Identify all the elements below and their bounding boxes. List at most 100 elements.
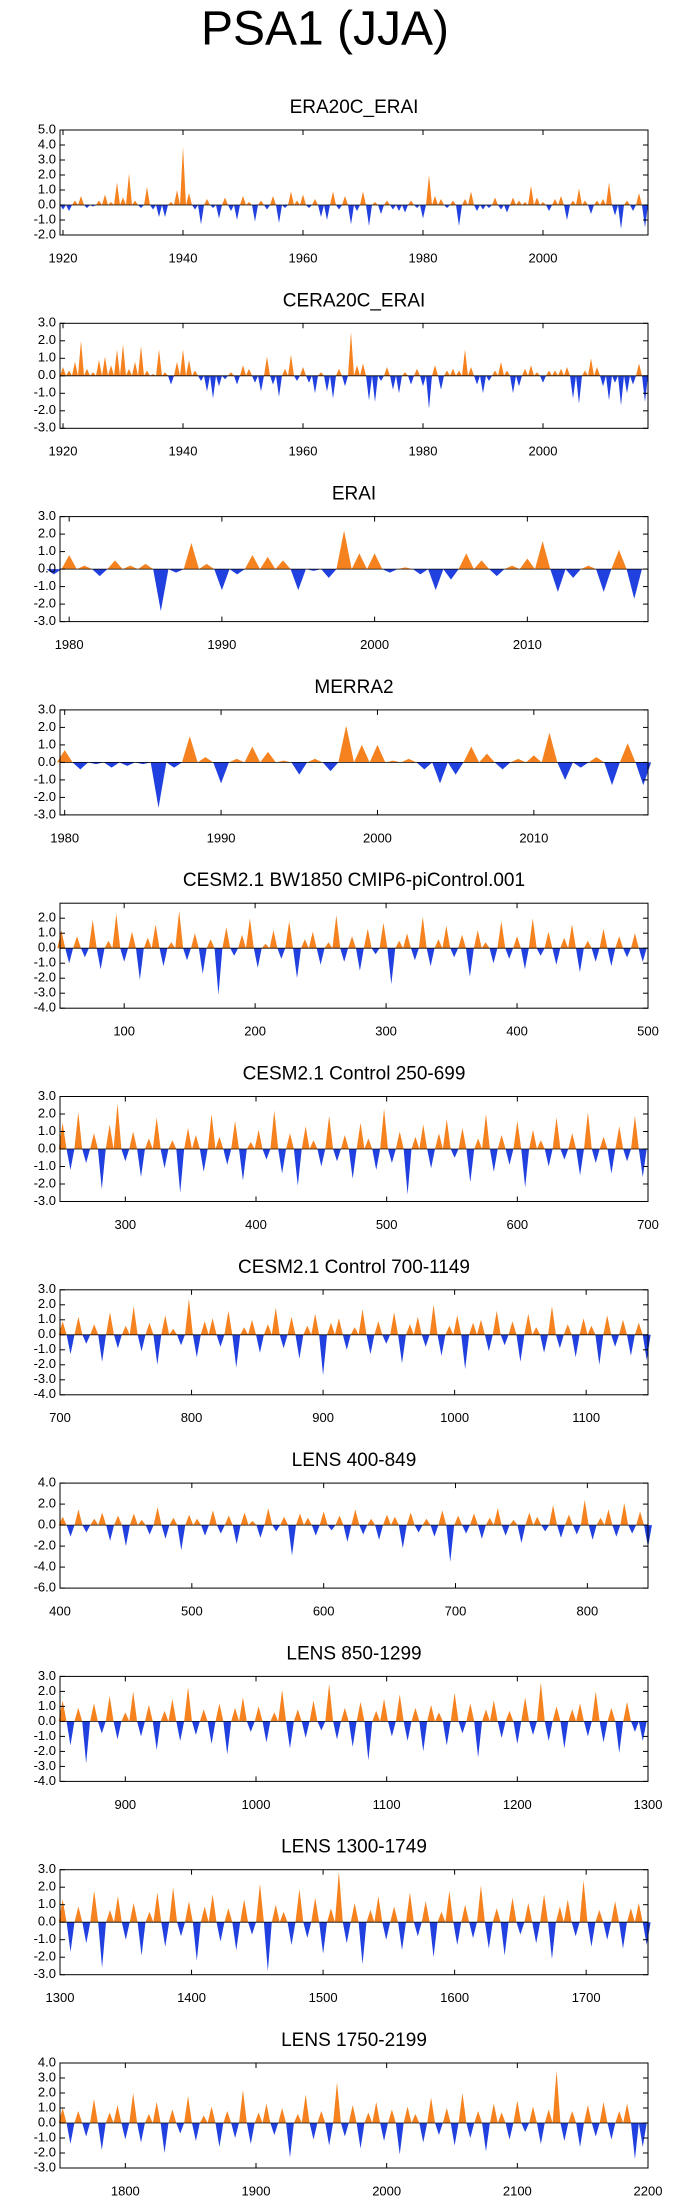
anomaly-spike [444,370,450,376]
anomaly-spike [540,375,546,383]
anomaly-spike [606,182,612,205]
anomaly-spike [469,1922,477,1938]
anomaly-spike [607,1707,616,1722]
anomaly-spike [630,205,636,211]
anomaly-spike [356,1122,365,1149]
anomaly-spike [426,948,435,967]
anomaly-spike [191,1721,200,1735]
anomaly-spike [114,1515,122,1526]
anomaly-spike [546,370,552,376]
plot-frame [59,902,649,1009]
anomaly-spike [437,1334,446,1356]
x-tick-label: 1300 [634,1797,663,1812]
anomaly-spike [295,1888,304,1923]
anomaly-spike [351,553,367,570]
anomaly-spike [208,1318,217,1335]
anomaly-spike [340,948,349,962]
x-tick-label: 300 [114,1217,136,1232]
anomaly-spike [465,948,474,977]
anomaly-spike [528,365,534,376]
anomaly-spike [500,1922,509,1956]
x-tick-label: 2010 [519,830,548,845]
y-tick-label: 3.0 [38,1088,56,1103]
anomaly-spike [208,1894,217,1923]
y-tick-label: -2.0 [34,970,56,985]
anomaly-spike [144,370,150,376]
anomaly-spike [308,931,317,949]
y-tick-label: 1.0 [38,543,56,558]
anomaly-spike [536,1140,545,1149]
anomaly-spike [317,1149,326,1167]
y-tick-label: 2.0 [38,1496,56,1511]
anomaly-spike [305,569,322,571]
anomaly-spike [406,1512,415,1526]
anomaly-spike [74,1707,83,1722]
anomaly-spike [493,1508,502,1526]
anomaly-spike [181,736,198,763]
anomaly-spike [185,1514,194,1526]
anomaly-spike [583,1721,592,1737]
anomaly-spike [369,744,386,763]
anomaly-spike [497,1721,506,1738]
anomaly-spike [583,940,592,949]
anomaly-spike [222,197,228,205]
anomaly-spike [279,1334,288,1349]
anomaly-spike [222,927,231,949]
anomaly-spike [366,1334,375,1355]
anomaly-spike [558,196,564,205]
anomaly-spike [611,1901,620,1923]
anomaly-spike [150,762,167,808]
anomaly-spike [204,375,210,392]
anomaly-spike [453,1315,462,1335]
anomaly-spike [317,2111,326,2123]
anomaly-spike [372,375,378,403]
anomaly-spike [468,367,474,376]
anomaly-spike [516,1922,525,1935]
anomaly-spike [246,202,252,205]
anomaly-spike [240,1899,249,1923]
anomaly-spike [98,1334,107,1362]
anomaly-spike [176,1721,185,1741]
anomaly-spike [450,2123,459,2146]
anomaly-spike [638,2123,647,2147]
panel-title: CESM2.1 BW1850 CMIP6-piControl.001 [183,870,525,891]
anomaly-spike [82,1334,91,1344]
anomaly-spike [252,375,258,383]
anomaly-spike [177,1334,185,1346]
y-tick-label: 3.0 [38,1281,56,1296]
anomaly-spike [599,1721,608,1743]
anomaly-spike [327,1908,335,1923]
anomaly-spike [642,205,648,228]
y-tick-label: -2.0 [34,1356,56,1371]
anomaly-spike [634,1902,643,1923]
anomaly-spike [521,1149,530,1188]
anomaly-spike [132,361,138,376]
anomaly-spike [544,1721,553,1741]
anomaly-spike [552,199,558,205]
anomaly-spike [348,205,354,225]
anomaly-spike [57,930,66,949]
y-tick-label: -1.0 [34,1931,56,1946]
anomaly-spike [159,948,168,967]
anomaly-spike [504,370,510,376]
x-tick-label: 200 [244,1024,266,1039]
anomaly-spike [102,194,108,205]
anomaly-spike [275,560,291,570]
anomaly-spike [492,197,498,205]
anomaly-spike [474,1138,483,1149]
anomaly-spike [378,375,384,382]
anomaly-spike [396,375,402,394]
anomaly-spike [558,368,564,376]
anomaly-spike [372,1149,381,1170]
y-tick-label: -2.0 [34,1538,56,1553]
anomaly-spike [300,367,306,376]
anomaly-spike [65,948,74,964]
anomaly-spike [216,1525,225,1534]
anomaly-spike [282,205,288,208]
anomaly-spike [60,205,66,210]
anomaly-spike [336,368,342,376]
y-tick-label: 0.0 [38,1713,56,1728]
anomaly-spike [175,910,184,949]
anomaly-spike [474,1721,483,1758]
anomaly-spike [169,1887,178,1923]
